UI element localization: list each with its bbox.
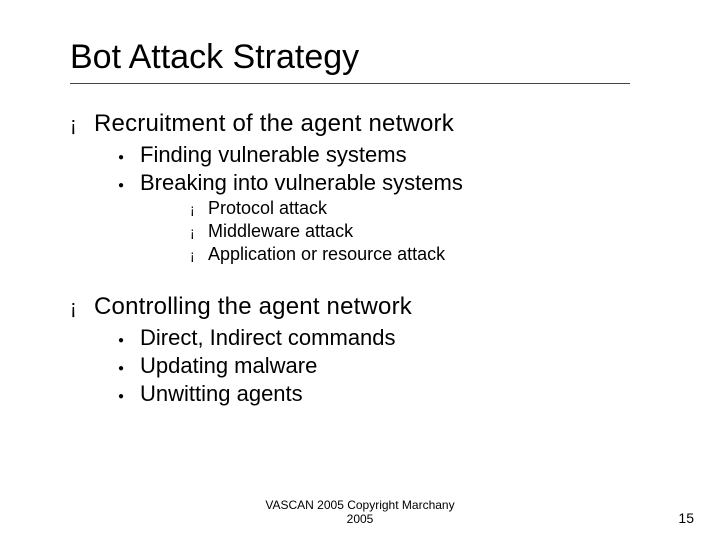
subsub-middleware: ¡ Middleware attack	[190, 221, 670, 242]
ring-bullet-icon: ¡	[70, 114, 94, 137]
subbullet-unwitting: ● Unwitting agents	[118, 381, 670, 407]
subbullet-text: Updating malware	[140, 353, 317, 379]
footer-line-1: VASCAN 2005 Copyright Marchany	[0, 498, 720, 512]
bullet-recruitment: ¡ Recruitment of the agent network	[70, 110, 670, 138]
footer: VASCAN 2005 Copyright Marchany 2005	[0, 498, 720, 526]
subsub-protocol: ¡ Protocol attack	[190, 198, 670, 219]
spacer	[70, 267, 670, 283]
subbullet-updating: ● Updating malware	[118, 353, 670, 379]
dot-bullet-icon: ●	[118, 335, 140, 346]
dot-bullet-icon: ●	[118, 180, 140, 191]
dot-bullet-icon: ●	[118, 391, 140, 402]
bullet-text: Recruitment of the agent network	[94, 110, 454, 138]
dot-bullet-icon: ●	[118, 152, 140, 163]
ring-bullet-icon: ¡	[190, 247, 208, 263]
subsub-text: Protocol attack	[208, 198, 327, 219]
ring-bullet-icon: ¡	[190, 224, 208, 240]
subbullet-direct: ● Direct, Indirect commands	[118, 325, 670, 351]
subbullet-finding: ● Finding vulnerable systems	[118, 142, 670, 168]
slide-title: Bot Attack Strategy	[70, 38, 670, 77]
subsub-application: ¡ Application or resource attack	[190, 244, 670, 265]
subsub-text: Application or resource attack	[208, 244, 445, 265]
page-number: 15	[678, 510, 694, 526]
ring-bullet-icon: ¡	[190, 201, 208, 217]
slide: Bot Attack Strategy ¡ Recruitment of the…	[0, 0, 720, 540]
bullet-controlling: ¡ Controlling the agent network	[70, 293, 670, 321]
subsub-text: Middleware attack	[208, 221, 353, 242]
ring-bullet-icon: ¡	[70, 297, 94, 320]
bullet-text: Controlling the agent network	[94, 293, 412, 321]
dot-bullet-icon: ●	[118, 363, 140, 374]
subbullet-text: Finding vulnerable systems	[140, 142, 407, 168]
subbullet-text: Unwitting agents	[140, 381, 303, 407]
subbullet-text: Breaking into vulnerable systems	[140, 170, 463, 196]
subbullet-text: Direct, Indirect commands	[140, 325, 396, 351]
subbullet-breaking: ● Breaking into vulnerable systems	[118, 170, 670, 196]
title-underline	[70, 83, 630, 84]
footer-line-2: 2005	[0, 512, 720, 526]
